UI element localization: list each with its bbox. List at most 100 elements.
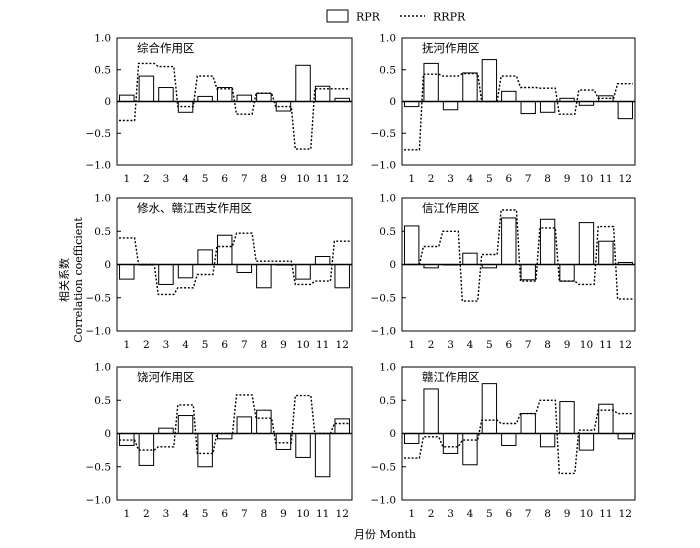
x-tick-label: 2 xyxy=(428,508,435,520)
rpr-bar xyxy=(501,433,517,446)
rpr-bar xyxy=(501,217,517,265)
rpr-bar xyxy=(423,62,439,102)
rpr-bar xyxy=(177,264,194,279)
y-tick-label: 1.0 xyxy=(94,362,111,374)
rpr-bar xyxy=(520,264,536,281)
rpr-bar xyxy=(158,427,174,434)
rpr-bar xyxy=(334,264,350,289)
x-tick-label: 2 xyxy=(428,339,435,351)
x-tick-label: 10 xyxy=(580,508,593,520)
rpr-bar xyxy=(177,415,194,435)
rpr-bar xyxy=(404,225,420,265)
y-tick-label: −1.0 xyxy=(86,160,112,172)
x-tick-label: 8 xyxy=(544,173,551,185)
x-axis-label: 月份 Month xyxy=(354,528,416,541)
x-tick-label: 12 xyxy=(619,508,632,520)
x-tick-label: 5 xyxy=(486,173,493,185)
x-tick-label: 7 xyxy=(525,339,532,351)
y-tick-label: 1.0 xyxy=(94,193,111,205)
y-tick-label: 0 xyxy=(389,428,396,440)
y-tick-label: 1.0 xyxy=(379,33,396,45)
y-tick-label: 0 xyxy=(389,259,396,271)
rpr-bar xyxy=(404,433,420,444)
y-tick-label: 0.5 xyxy=(379,395,396,407)
rpr-bar xyxy=(462,433,478,466)
y-tick-label: −1.0 xyxy=(86,495,112,507)
x-tick-label: 11 xyxy=(599,339,612,351)
x-tick-label: 8 xyxy=(261,173,268,185)
rrpr-line xyxy=(119,62,350,150)
x-tick-label: 9 xyxy=(564,508,571,520)
y-tick-label: −0.5 xyxy=(371,292,397,304)
x-tick-label: 8 xyxy=(544,339,551,351)
x-tick-label: 11 xyxy=(599,173,612,185)
x-tick-label: 1 xyxy=(408,339,415,351)
x-tick-label: 6 xyxy=(221,339,228,351)
x-tick-label: 10 xyxy=(580,339,593,351)
rpr-bar xyxy=(158,264,174,285)
y-tick-label: −1.0 xyxy=(86,326,112,338)
rpr-bar xyxy=(462,252,478,266)
x-tick-label: 9 xyxy=(280,339,287,351)
x-tick-label: 7 xyxy=(525,508,532,520)
x-tick-label: 2 xyxy=(143,173,150,185)
rpr-bar xyxy=(138,75,155,102)
y-tick-label: −0.5 xyxy=(86,292,112,304)
x-tick-label: 9 xyxy=(280,508,287,520)
x-tick-label: 8 xyxy=(261,339,268,351)
legend: RPR RRPR xyxy=(326,9,466,24)
x-tick-label: 9 xyxy=(564,173,571,185)
panel-title: 抚河作用区 xyxy=(422,41,480,55)
x-tick-label: 3 xyxy=(163,173,170,185)
rpr-bar xyxy=(158,87,174,102)
rpr-bar xyxy=(559,401,575,434)
x-tick-label: 8 xyxy=(261,508,268,520)
rpr-bar xyxy=(256,264,272,289)
x-tick-label: 12 xyxy=(336,173,349,185)
x-tick-label: 12 xyxy=(619,173,632,185)
rpr-bar xyxy=(334,418,350,434)
rpr-bar xyxy=(578,222,595,265)
rpr-bar xyxy=(423,388,439,435)
rpr-bar xyxy=(598,240,614,266)
y-tick-label: 1.0 xyxy=(379,193,396,205)
y-axis-label-group: 相关系数 Correlation coefficient xyxy=(57,217,85,343)
rpr-bar xyxy=(216,234,233,266)
legend-rpr-swatch xyxy=(326,9,349,23)
legend-rpr-label: RPR xyxy=(356,11,381,24)
x-tick-label: 11 xyxy=(599,508,612,520)
x-tick-label: 1 xyxy=(123,173,130,185)
panel-title: 修水、赣江西支作用区 xyxy=(137,201,252,215)
y-tick-label: −0.5 xyxy=(371,128,397,140)
x-tick-label: 9 xyxy=(280,173,287,185)
panel-title: 饶河作用区 xyxy=(137,370,195,384)
x-tick-label: 6 xyxy=(221,173,228,185)
y-axis-label-en: Correlation coefficient xyxy=(72,217,85,343)
rpr-bar xyxy=(119,94,135,103)
rpr-bar xyxy=(197,95,213,102)
x-tick-label: 4 xyxy=(467,173,474,185)
y-tick-label: 0.5 xyxy=(94,395,111,407)
rrpr-line xyxy=(404,72,633,151)
x-tick-label: 6 xyxy=(221,508,228,520)
y-tick-label: 0 xyxy=(389,96,396,108)
rpr-bar xyxy=(275,433,292,450)
y-tick-label: −0.5 xyxy=(86,461,112,473)
rpr-bar xyxy=(598,403,614,434)
x-tick-label: 5 xyxy=(486,339,493,351)
rpr-bar xyxy=(617,433,633,440)
x-tick-label: 11 xyxy=(316,508,329,520)
y-axis-label-zh: 相关系数 xyxy=(57,258,71,302)
panel-title: 综合作用区 xyxy=(137,41,195,55)
rpr-bar xyxy=(617,101,633,120)
rpr-bar xyxy=(481,59,498,102)
rpr-bar xyxy=(501,90,517,102)
x-tick-label: 4 xyxy=(182,173,189,185)
rpr-bar xyxy=(404,101,420,108)
legend-rrpr-label: RRPR xyxy=(433,11,466,24)
rpr-bar xyxy=(539,433,556,448)
